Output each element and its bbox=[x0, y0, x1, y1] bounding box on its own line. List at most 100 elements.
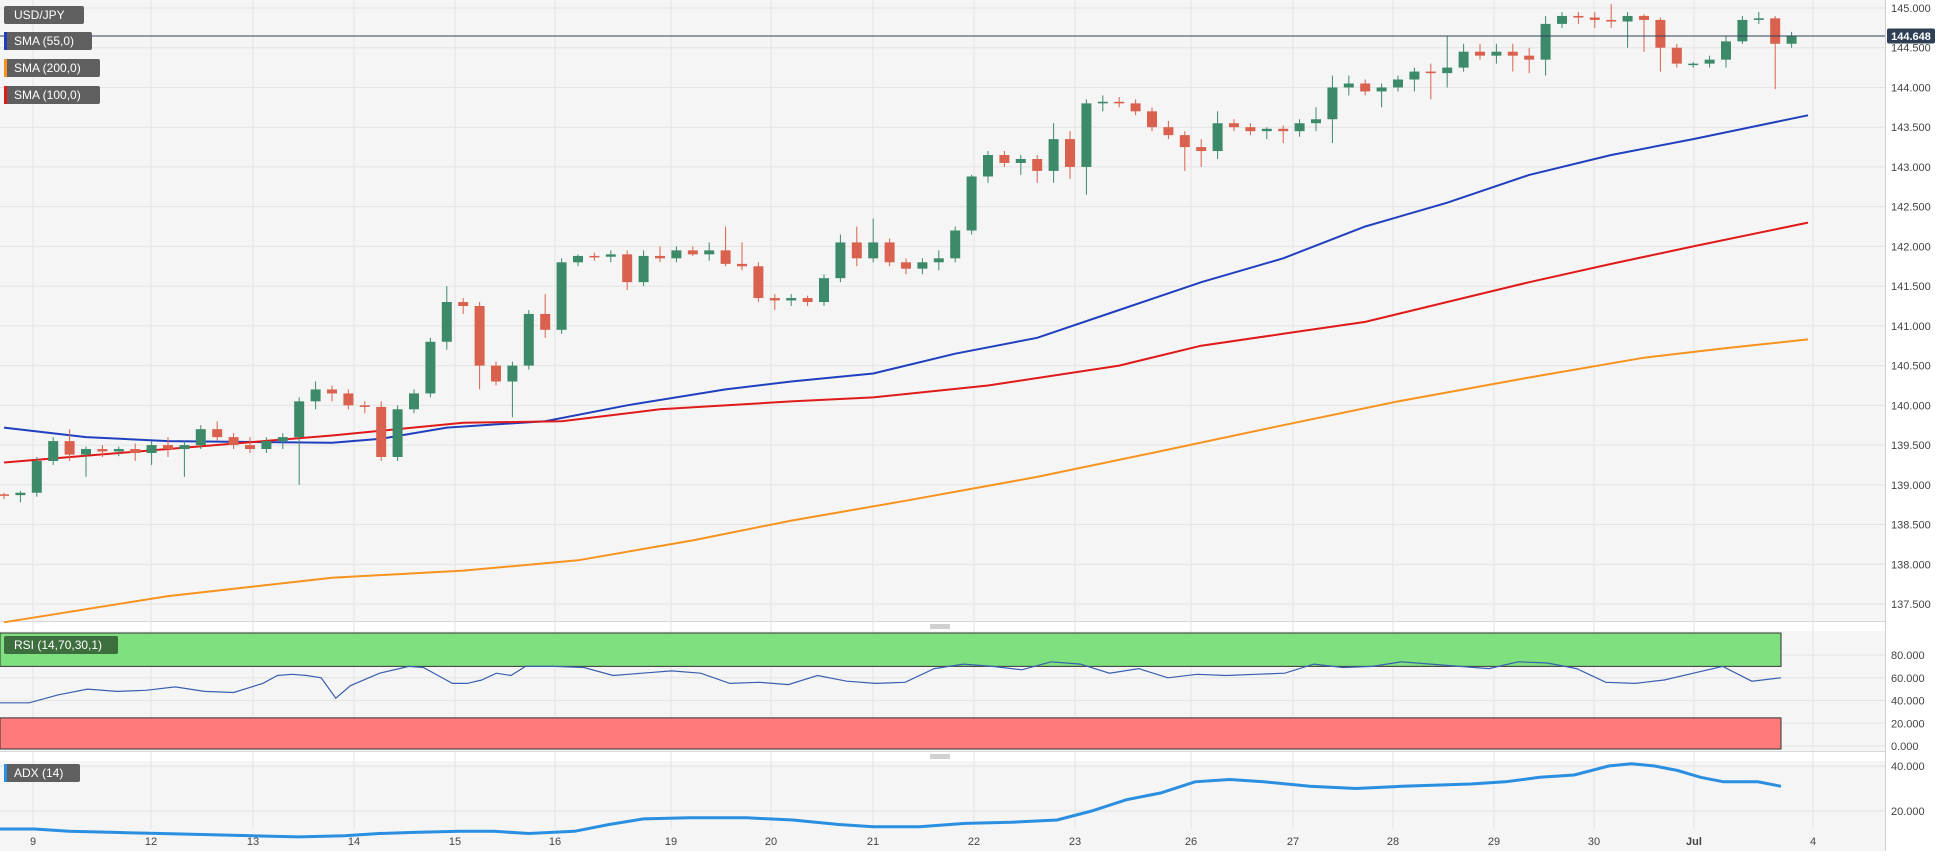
candle-body bbox=[1606, 19, 1617, 22]
time-tick-label: 26 bbox=[1185, 836, 1197, 848]
candle bbox=[179, 441, 190, 477]
candle bbox=[851, 226, 862, 267]
candle-body bbox=[1097, 101, 1108, 104]
adx-swatch bbox=[4, 764, 7, 782]
legend-sma55[interactable]: SMA (55,0) bbox=[4, 32, 92, 50]
rsi-resize-handle[interactable] bbox=[930, 624, 950, 629]
candle-body bbox=[1442, 67, 1453, 74]
candle-body bbox=[48, 441, 59, 461]
legend-sma200[interactable]: SMA (200,0) bbox=[4, 59, 100, 77]
rsi-tick-label: 80.000 bbox=[1891, 650, 1925, 662]
rsi-tick-label: 20.000 bbox=[1891, 718, 1925, 730]
x-axis-strip bbox=[0, 829, 1885, 851]
candle-body bbox=[1573, 15, 1584, 18]
candle-body bbox=[950, 230, 961, 259]
instrument-name: USD/JPY bbox=[14, 8, 65, 22]
candle bbox=[1327, 75, 1338, 144]
candle-body bbox=[737, 263, 747, 267]
candle bbox=[392, 405, 403, 461]
price-tick-label: 139.500 bbox=[1891, 440, 1931, 452]
price-tick-label: 139.000 bbox=[1891, 480, 1931, 492]
candle bbox=[999, 151, 1010, 167]
candle-body bbox=[1311, 119, 1321, 124]
candle bbox=[228, 433, 239, 450]
candle bbox=[1229, 119, 1239, 132]
candle-body bbox=[1065, 139, 1075, 167]
candle-body bbox=[491, 365, 501, 382]
candle-body bbox=[1393, 79, 1403, 88]
candle bbox=[1097, 95, 1108, 112]
price-tick-label: 138.500 bbox=[1891, 520, 1931, 532]
candle bbox=[1655, 17, 1666, 72]
rsi-oversold-zone bbox=[0, 717, 1782, 750]
candle-body bbox=[81, 449, 91, 455]
candle bbox=[835, 234, 846, 283]
candle-body bbox=[425, 341, 436, 394]
candle bbox=[48, 437, 59, 465]
candle bbox=[1507, 43, 1518, 72]
price-tick-label: 144.000 bbox=[1891, 82, 1931, 94]
candle bbox=[1196, 139, 1207, 167]
rsi-label[interactable]: RSI (14,70,30,1) bbox=[4, 636, 118, 654]
candle bbox=[1032, 155, 1043, 183]
candle bbox=[671, 246, 682, 263]
adx-label[interactable]: ADX (14) bbox=[4, 764, 80, 782]
candle bbox=[359, 401, 370, 414]
last-price-value: 144.648 bbox=[1891, 31, 1931, 43]
candle-body bbox=[1458, 51, 1469, 68]
candle-body bbox=[64, 441, 75, 455]
candle-body bbox=[835, 242, 846, 279]
candle bbox=[1065, 131, 1075, 179]
candle bbox=[1573, 11, 1584, 24]
candle bbox=[753, 262, 764, 303]
candle bbox=[491, 361, 501, 386]
candle-body bbox=[1622, 15, 1633, 22]
instrument-label[interactable]: USD/JPY bbox=[4, 6, 84, 24]
candle bbox=[704, 242, 715, 261]
candle bbox=[97, 445, 108, 457]
candle bbox=[1130, 99, 1141, 116]
candle bbox=[1540, 15, 1551, 76]
price-tick-label: 141.000 bbox=[1891, 321, 1931, 333]
time-tick-label: 21 bbox=[867, 836, 879, 848]
candle-body bbox=[458, 302, 469, 306]
candle bbox=[655, 246, 665, 263]
candle-body bbox=[1081, 103, 1092, 167]
time-tick-label: 14 bbox=[348, 836, 360, 848]
candle bbox=[146, 441, 157, 465]
adx-tick-label: 40.000 bbox=[1891, 761, 1925, 773]
time-tick-label: 29 bbox=[1488, 836, 1500, 848]
rsi-line-path bbox=[0, 661, 1782, 704]
candle-body bbox=[376, 406, 387, 457]
candle bbox=[327, 385, 337, 402]
candle-body bbox=[1114, 101, 1125, 104]
candle-body bbox=[917, 262, 928, 269]
candle bbox=[802, 295, 813, 306]
candle-body bbox=[97, 449, 108, 452]
legend-sma100[interactable]: SMA (100,0) bbox=[4, 86, 100, 104]
adx-resize-handle[interactable] bbox=[930, 754, 950, 759]
candle bbox=[1294, 119, 1305, 137]
candle bbox=[720, 226, 731, 267]
sma100-swatch bbox=[4, 86, 7, 104]
candle bbox=[1425, 63, 1436, 100]
time-tick-label: 28 bbox=[1387, 836, 1399, 848]
adx-line bbox=[0, 762, 1782, 839]
candle-body bbox=[1212, 123, 1223, 152]
time-tick-label: 19 bbox=[665, 836, 677, 848]
candle-body bbox=[409, 393, 419, 410]
candle bbox=[441, 286, 452, 350]
main-panel bbox=[0, 0, 1885, 621]
candle bbox=[376, 401, 387, 461]
candle bbox=[245, 437, 255, 454]
adx-tick-label: 20.000 bbox=[1891, 806, 1925, 818]
candle-body bbox=[655, 255, 665, 259]
legend-sma100-label: SMA (100,0) bbox=[14, 88, 81, 102]
candle bbox=[868, 218, 879, 263]
candle bbox=[917, 258, 928, 275]
candle-body bbox=[720, 250, 731, 264]
candle-body bbox=[113, 449, 124, 452]
candle bbox=[1163, 120, 1174, 140]
y-axis-strip bbox=[1885, 0, 1937, 851]
candle bbox=[294, 397, 305, 485]
